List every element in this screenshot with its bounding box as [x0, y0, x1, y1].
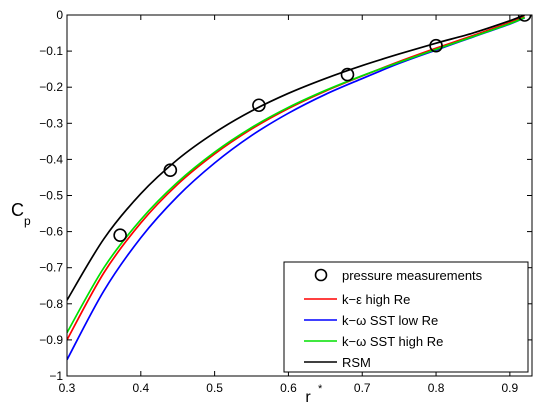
legend-label-k-omega-sst-high-re: k−ω SST high Re [342, 334, 443, 349]
measurement-point [340, 67, 355, 82]
x-axis-label-sup: * [318, 383, 323, 395]
series-layer [67, 15, 525, 361]
measurement-point [113, 228, 127, 243]
legend-marker-circle [314, 268, 328, 282]
y-tick-label: −0.2 [39, 80, 63, 94]
x-tick-label: 0.9 [502, 381, 519, 395]
x-tick-label: 0.6 [280, 381, 297, 395]
x-tick-label: 0.5 [206, 381, 223, 395]
x-tick-label: 0.8 [428, 381, 445, 395]
y-tick-label: −0.7 [39, 261, 63, 275]
y-axis-label-sub: p [24, 214, 31, 228]
x-ticks: 0.3 0.4 0.5 0.6 0.7 0.8 0.9 [59, 15, 519, 395]
x-tick-label: 0.4 [132, 381, 149, 395]
measurement-point [163, 163, 178, 178]
x-axis-label: r [305, 389, 311, 406]
y-tick-label: −0.5 [39, 189, 63, 203]
legend-box [283, 261, 529, 373]
y-tick-label: −0.4 [39, 152, 63, 166]
y-ticks: −1 −0.9 −0.8 −0.7 −0.6 −0.5 −0.4 −0.3 −0.2 −0.1 0 [39, 8, 532, 383]
x-tick-label: 0.7 [354, 381, 371, 395]
y-tick-label: 0 [56, 8, 63, 22]
marker-layer [113, 15, 532, 243]
legend-label-k-omega-sst-low-re: k−ω SST low Re [342, 313, 438, 328]
measurement-point [517, 15, 532, 22]
legend-label-rsm: RSM [342, 355, 371, 370]
y-tick-label: −0.3 [39, 116, 63, 130]
y-tick-label: −0.6 [39, 225, 63, 239]
y-tick-label: −0.8 [39, 297, 63, 311]
legend-label-k-epsilon-high-re: k−ε high Re [342, 292, 410, 307]
measurement-point [429, 38, 443, 53]
x-tick-label: 0.3 [59, 381, 76, 395]
y-tick-label: −0.1 [39, 44, 63, 58]
y-tick-label: −0.9 [39, 333, 63, 347]
legend-label-measurements: pressure measurements [342, 268, 483, 283]
legend: pressure measurements k−ε high Re k−ω SS… [283, 261, 529, 373]
y-tick-label: −1 [49, 369, 63, 383]
y-axis-label: C [11, 200, 24, 220]
series-rsm [67, 15, 525, 301]
series-k-omega-sst-high-re [67, 16, 525, 334]
measurement-point [252, 98, 266, 113]
